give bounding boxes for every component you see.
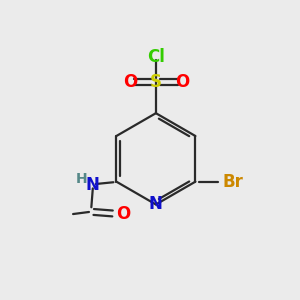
Text: S: S bbox=[150, 73, 162, 91]
Text: O: O bbox=[116, 205, 130, 223]
Text: N: N bbox=[149, 196, 163, 214]
Text: O: O bbox=[123, 73, 137, 91]
Text: O: O bbox=[175, 73, 189, 91]
Text: N: N bbox=[86, 176, 100, 194]
Text: Br: Br bbox=[223, 173, 244, 191]
Text: H: H bbox=[76, 172, 87, 186]
Text: Cl: Cl bbox=[147, 48, 165, 66]
